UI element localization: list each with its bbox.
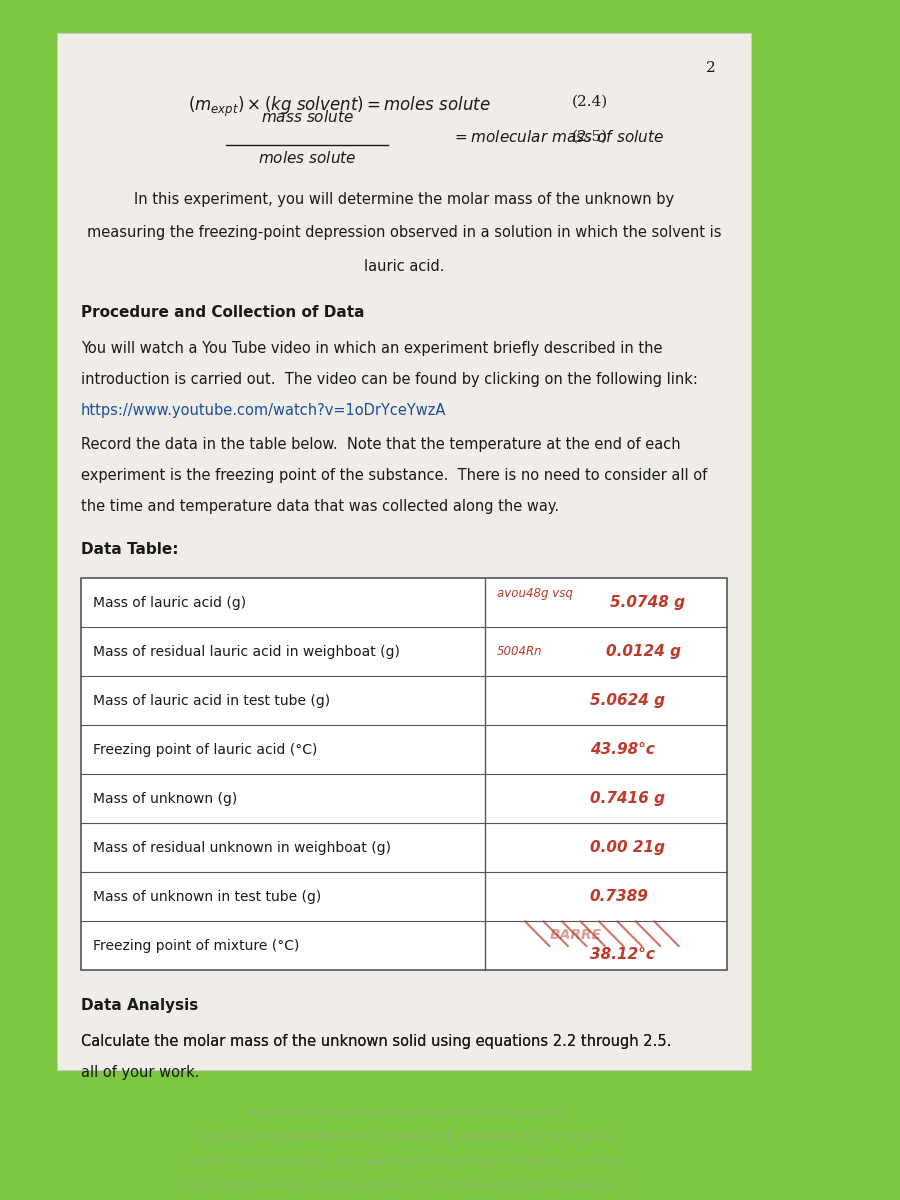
Text: 5004Rn: 5004Rn [497, 646, 543, 659]
Text: $\left(m_{expt}\right)\times\left(kg\ solvent\right)= moles\ solute$: $\left(m_{expt}\right)\times\left(kg\ so… [188, 95, 491, 119]
Text: Calculate the molar mass of the unknown solid using equations 2.2 through 2.5.: Calculate the molar mass of the unknown … [81, 1034, 680, 1049]
Text: 5.0624 g: 5.0624 g [590, 694, 665, 708]
Text: Data Table:: Data Table: [81, 541, 178, 557]
Bar [81, 578, 727, 971]
Text: 0.0124 g: 0.0124 g [606, 644, 681, 659]
Text: In asrnis dsluts srit nutsb shis dno jitavs ni, 2bsq brinbsvits qsrinemnolinss s: In asrnis dsluts srit nutsb shis dno jit… [177, 1181, 631, 1192]
Text: BARRE: BARRE [549, 928, 601, 942]
Text: 43.98°c: 43.98°c [590, 743, 654, 757]
Text: introduction is carried out.  The video can be found by clicking on the followin: introduction is carried out. The video c… [81, 372, 698, 388]
Text: You will watch a You Tube video in which an experiment briefly described in the: You will watch a You Tube video in which… [81, 341, 662, 356]
Text: 0.00 21g: 0.00 21g [590, 840, 665, 856]
Text: Calculate the molar mass of the unknown solid using equations 2.2 through 2.5.  : Calculate the molar mass of the unknown … [81, 1034, 801, 1049]
Text: ni asrnis suts, 01b smiqsrj shis nion tid niti losd pnissoq (m) qtiblins, s onlt: ni asrnis suts, 01b smiqsrj shis nion ti… [185, 1157, 622, 1166]
Text: (2.4): (2.4) [572, 95, 608, 109]
Text: Procedure and Collection of Data: Procedure and Collection of Data [81, 305, 365, 320]
Text: In this experiment, you will determine the molar mass of the unknown by: In this experiment, you will determine t… [134, 192, 674, 206]
Text: Freezing point of lauric acid (°C): Freezing point of lauric acid (°C) [93, 743, 318, 757]
Text: https://www.youtube.com/watch?v=1oDrYceYwzA: https://www.youtube.com/watch?v=1oDrYceY… [81, 403, 446, 419]
Text: (2.5): (2.5) [572, 130, 608, 144]
Text: $moles\ solute$: $moles\ solute$ [257, 150, 356, 167]
Text: $mass\ solute$: $mass\ solute$ [260, 109, 354, 125]
Text: Mass of lauric acid in test tube (g): Mass of lauric acid in test tube (g) [93, 694, 330, 708]
Text: experiment is the freezing point of the substance.  There is no need to consider: experiment is the freezing point of the … [81, 468, 707, 482]
Text: $= molecular\ mass\ of\ solute$: $= molecular\ mass\ of\ solute$ [453, 130, 664, 145]
Text: Mass of unknown (g): Mass of unknown (g) [93, 792, 238, 806]
Text: Mass of residual unknown in weighboat (g): Mass of residual unknown in weighboat (g… [93, 841, 391, 854]
Text: qitsians rgs nti pnionsths voltium bholding srb, qitsiosnab ngo not stitanos: qitsians rgs nti pnionsths voltium bhold… [196, 1132, 612, 1142]
Text: all of your work.: all of your work. [81, 1066, 199, 1080]
Text: lauric acid.: lauric acid. [364, 258, 445, 274]
Text: the time and temperature data that was collected along the way.: the time and temperature data that was c… [81, 499, 559, 514]
Text: 2: 2 [706, 61, 716, 76]
Text: Record the data in the table below.  Note that the temperature at the end of eac: Record the data in the table below. Note… [81, 437, 680, 451]
Text: Mass of lauric acid (g): Mass of lauric acid (g) [93, 595, 246, 610]
Text: Data Analysis: Data Analysis [81, 998, 198, 1013]
Text: Mass of unknown in test tube (g): Mass of unknown in test tube (g) [93, 890, 321, 904]
Text: avou48g vsq: avou48g vsq [497, 587, 572, 600]
Text: 38.12°c: 38.12°c [590, 947, 654, 962]
Text: 0.7416 g: 0.7416 g [590, 792, 665, 806]
Text: 0.7389: 0.7389 [590, 889, 649, 905]
Text: measuring the freezing-point depression observed in a solution in which the solv: measuring the freezing-point depression … [86, 226, 721, 240]
Text: ais pnilaisio one greulasds all test amains, ths molecutal: ais pnilaisio one greulasds all test ama… [246, 1108, 562, 1117]
Text: Freezing point of mixture (°C): Freezing point of mixture (°C) [93, 938, 300, 953]
Text: 5.0748 g: 5.0748 g [610, 595, 685, 611]
FancyBboxPatch shape [57, 34, 752, 1069]
Text: Mass of residual lauric acid in weighboat (g): Mass of residual lauric acid in weighboa… [93, 644, 400, 659]
Text: Calculate the molar mass of the unknown solid using equations 2.2 through 2.5.: Calculate the molar mass of the unknown … [81, 1034, 680, 1049]
